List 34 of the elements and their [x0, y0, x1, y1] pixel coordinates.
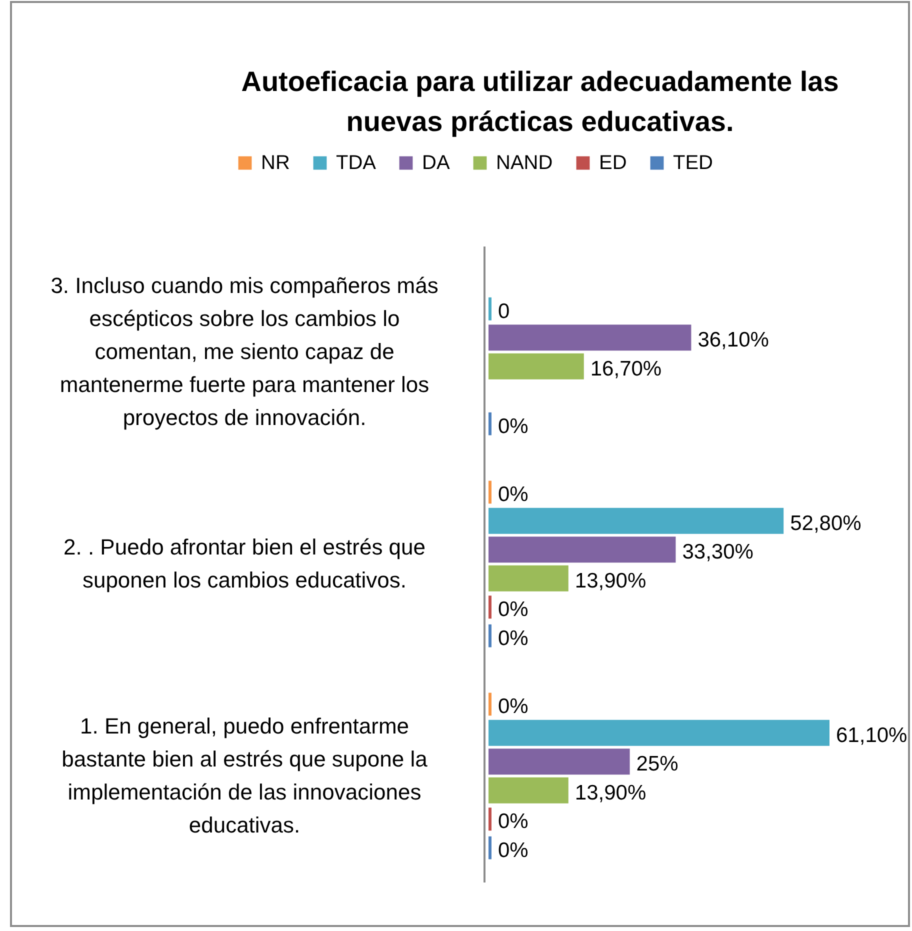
data-label: 0% [498, 414, 528, 438]
data-label: 0% [498, 695, 528, 718]
bar [488, 720, 830, 746]
legend-label: TED [673, 152, 713, 174]
data-label: 16,70% [590, 357, 662, 380]
data-label: 33,30% [682, 540, 754, 564]
y-tick-label: 1. En general, puedo enfrentarme bastante bien al estrés que supone la implementación de las innovaciones educativas. [62, 714, 428, 838]
data-label: 0% [498, 598, 528, 622]
data-label: 52,80% [790, 512, 862, 535]
bar [488, 508, 784, 534]
legend-label: NR [261, 152, 290, 174]
data-label: 25% [636, 752, 678, 776]
legend-label: DA [422, 152, 450, 174]
legend-label: ED [599, 152, 627, 174]
data-label: 0% [498, 810, 528, 834]
data-label: 36,10% [698, 328, 769, 352]
data-label: 61,10% [836, 724, 908, 747]
bar [488, 777, 568, 804]
data-label: 0% [498, 838, 528, 862]
data-label: 0% [498, 626, 528, 650]
y-tick-label: 2. . Puedo afrontar bien el estrés que suponen los cambios educativos. [63, 534, 426, 592]
data-label: 0 [498, 300, 510, 323]
bar [488, 565, 568, 592]
bar [488, 324, 692, 351]
bar [488, 353, 584, 380]
legend-label: TDA [336, 152, 377, 174]
y-tick-label: 3. Incluso cuando mis compañeros más escépticos sobre los cambios lo comentan, me siento capaz de mantenerme fuerte para mantener los proyectos de innovación. [50, 273, 438, 430]
bar [488, 536, 676, 563]
data-label: 13,90% [574, 569, 646, 592]
data-label: 13,90% [574, 781, 646, 804]
bar [488, 748, 630, 775]
legend-label: NAND [496, 152, 553, 174]
data-label: 0% [498, 483, 528, 506]
chart-title: Autoeficacia para utilizar adecuadamente las nuevas prácticas educativas. [241, 66, 839, 137]
